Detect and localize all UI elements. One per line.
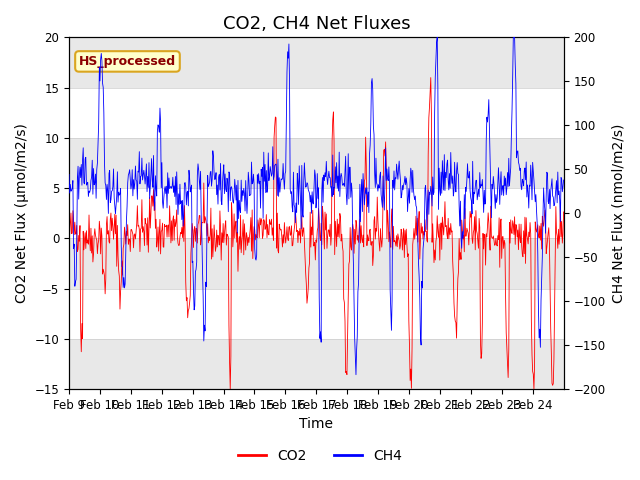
CO2 bbox=[239, 217, 247, 223]
CH4 bbox=[214, 201, 222, 207]
Line: CO2: CO2 bbox=[69, 78, 564, 389]
CO2 bbox=[214, 232, 222, 238]
Bar bbox=[69, 37, 564, 87]
Bar bbox=[69, 239, 564, 288]
CH4 bbox=[124, 204, 131, 209]
CH4 bbox=[367, 80, 375, 85]
Title: CO2, CH4 Net Fluxes: CO2, CH4 Net Fluxes bbox=[223, 15, 410, 33]
Line: CH4: CH4 bbox=[69, 37, 564, 375]
X-axis label: Time: Time bbox=[300, 418, 333, 432]
Bar bbox=[69, 138, 564, 188]
CH4 bbox=[239, 188, 246, 193]
CO2 bbox=[65, 225, 73, 230]
CO2 bbox=[367, 242, 375, 248]
CO2 bbox=[396, 238, 403, 244]
CH4 bbox=[560, 177, 568, 183]
Y-axis label: CH4 Net Flux (nmol/m2/s): CH4 Net Flux (nmol/m2/s) bbox=[611, 123, 625, 303]
CO2 bbox=[227, 386, 234, 392]
CH4 bbox=[257, 167, 265, 172]
CH4 bbox=[396, 158, 403, 164]
CH4 bbox=[65, 171, 73, 177]
Bar bbox=[69, 339, 564, 389]
Text: HS_processed: HS_processed bbox=[79, 55, 176, 68]
CH4 bbox=[433, 35, 441, 40]
CO2 bbox=[560, 209, 568, 215]
CH4 bbox=[352, 372, 360, 378]
CO2 bbox=[427, 75, 435, 81]
CO2 bbox=[124, 233, 131, 239]
CO2 bbox=[258, 218, 266, 224]
Legend: CO2, CH4: CO2, CH4 bbox=[232, 443, 408, 468]
Y-axis label: CO2 Net Flux (μmol/m2/s): CO2 Net Flux (μmol/m2/s) bbox=[15, 123, 29, 303]
